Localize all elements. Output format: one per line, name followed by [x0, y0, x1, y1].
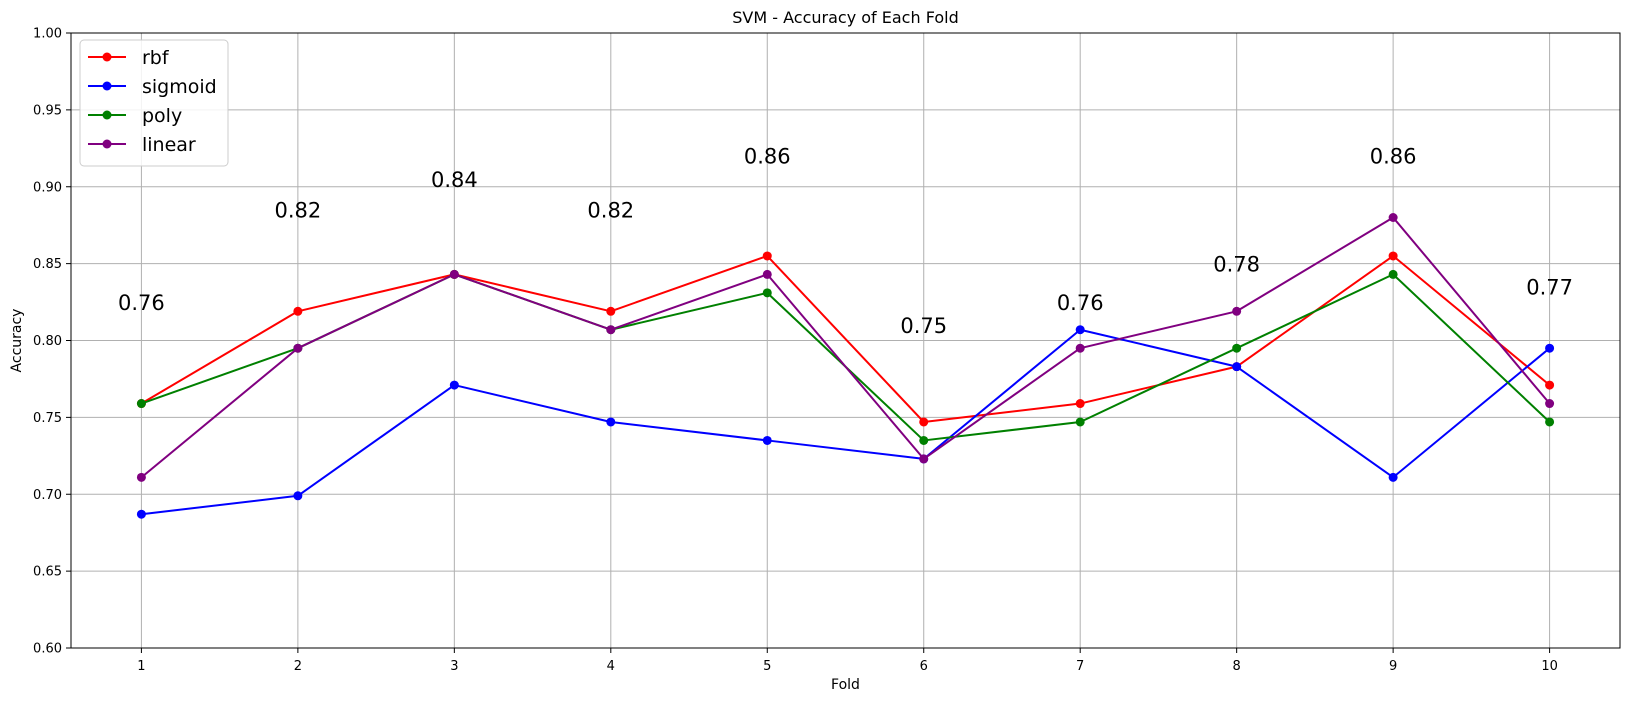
data-point-sigmoid	[449, 380, 459, 390]
y-tick-label: 0.60	[33, 642, 62, 657]
fold-annotation: 0.86	[1370, 145, 1417, 169]
data-point-sigmoid	[1075, 325, 1085, 335]
fold-annotation: 0.86	[744, 145, 791, 169]
legend-box	[79, 39, 229, 167]
data-point-poly	[762, 288, 772, 298]
data-point-linear	[606, 325, 616, 335]
x-tick-label: 1	[137, 659, 145, 674]
data-point-rbf	[1545, 380, 1555, 390]
fold-annotations: 0.76 0.82 0.84 0.82 0.86 0.75 0.76 0.78 0.86 0.77	[118, 145, 1573, 338]
fold-annotation: 0.82	[587, 199, 634, 223]
legend-item-rbf: rbf	[88, 47, 170, 69]
fold-annotation: 0.76	[1057, 291, 1104, 315]
x-tick-label: 6	[920, 659, 928, 674]
y-tick-label: 0.75	[33, 411, 62, 426]
data-point-rbf	[762, 251, 772, 261]
legend-item-sigmoid: sigmoid	[88, 76, 217, 98]
axis-ticks: 1 2 3 4 5 6 7 8 9 10 0.60 0.65 0.70 0.75 0.80 0.85 0.90 0…	[33, 27, 1558, 675]
data-point-linear	[1075, 343, 1085, 353]
legend-marker-poly	[102, 110, 112, 120]
data-point-sigmoid	[1545, 343, 1555, 353]
data-point-poly	[1075, 417, 1085, 427]
x-axis-label: Fold	[831, 677, 860, 693]
y-tick-label: 0.70	[33, 488, 62, 503]
data-point-linear	[1232, 306, 1242, 316]
legend-label-sigmoid: sigmoid	[142, 76, 217, 98]
fold-annotation: 0.82	[274, 199, 321, 223]
data-point-sigmoid	[1388, 472, 1398, 482]
legend-marker-linear	[102, 139, 112, 149]
legend-marker-rbf	[102, 52, 112, 62]
data-point-linear	[919, 454, 929, 464]
data-point-linear	[449, 269, 459, 279]
x-tick-label: 9	[1389, 659, 1397, 674]
data-point-poly	[1232, 343, 1242, 353]
legend-label-poly: poly	[142, 105, 182, 127]
x-tick-label: 2	[294, 659, 302, 674]
fold-annotation: 0.76	[118, 291, 165, 315]
y-axis-label: Accuracy	[9, 309, 25, 373]
legend-item-poly: poly	[88, 105, 182, 127]
legend-label-rbf: rbf	[142, 47, 170, 69]
x-tick-label: 7	[1076, 659, 1084, 674]
data-point-poly	[1388, 269, 1398, 279]
y-tick-label: 0.65	[33, 565, 62, 580]
data-point-linear	[1545, 399, 1555, 409]
series-line-linear	[140, 216, 1551, 479]
data-point-sigmoid	[762, 435, 772, 445]
y-tick-label: 0.80	[33, 334, 62, 349]
data-point-sigmoid	[293, 491, 303, 501]
y-tick-label: 1.00	[33, 27, 62, 42]
data-point-linear	[136, 472, 146, 482]
legend-label-linear: linear	[142, 134, 196, 156]
data-point-sigmoid	[1232, 362, 1242, 372]
fold-annotation: 0.84	[431, 168, 478, 192]
data-point-poly	[919, 435, 929, 445]
legend-item-linear: linear	[88, 134, 196, 156]
y-tick-label: 0.85	[33, 257, 62, 272]
data-point-poly	[1545, 417, 1555, 427]
data-point-linear	[1388, 213, 1398, 222]
fold-annotation: 0.75	[900, 314, 947, 338]
data-point-linear	[762, 269, 772, 279]
data-point-rbf	[1075, 399, 1085, 409]
fold-annotation: 0.77	[1526, 275, 1573, 299]
x-tick-label: 10	[1541, 659, 1558, 674]
data-point-rbf	[1388, 251, 1398, 261]
data-point-linear	[293, 343, 303, 353]
series-linear	[136, 213, 1555, 482]
series-lines	[136, 213, 1555, 519]
data-point-poly	[136, 399, 146, 409]
data-point-rbf	[293, 306, 303, 316]
y-tick-label: 0.90	[33, 180, 62, 195]
x-tick-label: 4	[607, 659, 615, 674]
chart-title: SVM - Accuracy of Each Fold	[732, 8, 958, 27]
y-tick-label: 0.95	[33, 103, 62, 118]
series-line-sigmoid	[141, 328, 1551, 516]
data-point-sigmoid	[136, 509, 146, 519]
data-point-rbf	[919, 417, 929, 427]
data-point-sigmoid	[606, 417, 616, 427]
x-tick-label: 3	[450, 659, 458, 674]
legend: rbf sigmoid poly linear	[79, 39, 229, 167]
data-point-rbf	[606, 306, 616, 316]
x-tick-label: 5	[763, 659, 771, 674]
fold-annotation: 0.78	[1213, 252, 1260, 276]
legend-marker-sigmoid	[102, 81, 112, 91]
x-tick-label: 8	[1233, 659, 1241, 674]
